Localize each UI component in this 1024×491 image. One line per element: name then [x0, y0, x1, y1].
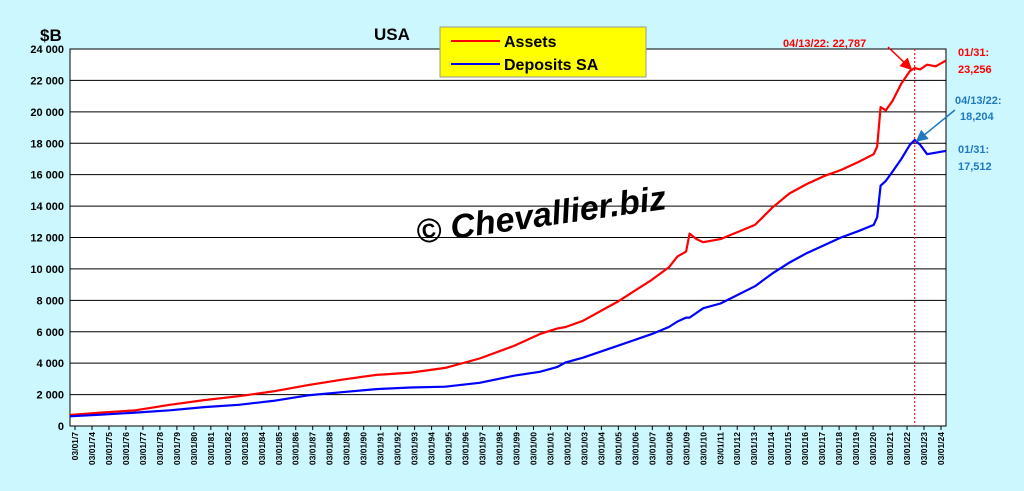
x-tick-label: 03/01/07 — [647, 432, 657, 465]
x-tick-label: 03/01/92 — [393, 432, 403, 465]
x-tick-label: 03/01/22 — [902, 432, 912, 465]
x-tick-label: 03/01/96 — [461, 432, 471, 465]
annotation-deposits-last-value: 17,512 — [958, 161, 992, 173]
series-line-deposits — [69, 138, 946, 418]
annotation-arrow-assets — [887, 46, 913, 71]
legend-box — [439, 26, 647, 78]
x-tick-label: 03/01/86 — [291, 432, 301, 465]
x-tick-label: 03/01/01 — [545, 432, 555, 465]
x-tick-label: 03/01/12 — [732, 432, 742, 465]
x-tick-label: 03/01/85 — [274, 432, 284, 465]
y-tick-label: 4 000 — [36, 358, 64, 370]
y-tick-label: 10 000 — [30, 264, 64, 276]
y-tick-label: 0 — [58, 421, 64, 433]
x-tick-label: 03/01/75 — [104, 432, 114, 465]
annotation-arrow-deposits — [915, 109, 956, 142]
x-tick-label: 03/01/93 — [410, 432, 420, 465]
annotation-deposits-peak-value: 18,204 — [960, 111, 995, 123]
x-tick-label: 03/01/91 — [376, 432, 386, 465]
x-tick-label: 03/01/19 — [851, 432, 861, 465]
y-tick-label: 20 000 — [30, 107, 64, 119]
x-tick-label: 03/01/83 — [240, 432, 250, 465]
x-tick-label: 03/01/05 — [613, 432, 623, 465]
y-tick-label: 6 000 — [36, 327, 64, 339]
annotations: 04/13/22: 22,787 01/31: 23,256 04/13/22:… — [783, 38, 1001, 173]
x-tick-label: 03/01/23 — [919, 432, 929, 465]
y-tick-label: 16 000 — [30, 170, 64, 182]
x-tick-label: 03/01/84 — [257, 432, 267, 465]
y-axis: 0 2 000 4 000 6 000 8 000 10 000 12 000 14 000 1… — [30, 44, 64, 433]
legend: Assets Deposits SA — [439, 26, 647, 78]
x-tick-label: 03/01/18 — [834, 432, 844, 465]
x-tick-label: 03/01/20 — [868, 432, 878, 465]
x-tick-label: 03/01/7 — [70, 432, 80, 461]
x-tick-label: 03/01/15 — [783, 432, 793, 465]
y-tick-label: 8 000 — [36, 295, 64, 307]
y-tick-label: 14 000 — [30, 201, 64, 213]
x-tick-label: 03/01/02 — [562, 432, 572, 465]
x-tick-label: 03/01/80 — [189, 432, 199, 465]
x-tick-label: 03/01/74 — [87, 432, 97, 465]
x-tick-label: 03/01/97 — [478, 432, 488, 465]
x-tick-label: 03/01/81 — [206, 432, 216, 465]
x-tick-label: 03/01/09 — [681, 432, 691, 465]
x-tick-label: 03/01/04 — [596, 432, 606, 465]
x-tick-label: 03/01/98 — [495, 432, 505, 465]
x-tick-label: 03/01/17 — [817, 432, 827, 465]
x-tick-label: 03/01/76 — [121, 432, 131, 465]
x-axis: 03/01/7 03/01/74 03/01/75 03/01/76 03/01/77 0… — [70, 426, 946, 465]
x-tick-label: 03/01/11 — [715, 432, 725, 465]
annotation-deposits-peak-date: 04/13/22: — [955, 95, 1001, 107]
x-tick-label: 03/01/79 — [172, 432, 182, 465]
annotation-deposits-last-date: 01/31: — [958, 144, 989, 156]
x-tick-label: 03/01/06 — [630, 432, 640, 465]
y-tick-label: 2 000 — [36, 390, 64, 402]
x-tick-label: 03/01/90 — [359, 432, 369, 465]
x-tick-label: 03/01/10 — [698, 432, 708, 465]
legend-label-deposits: Deposits SA — [504, 57, 599, 74]
x-tick-label: 03/01/21 — [885, 432, 895, 465]
chart-title: USA — [374, 25, 410, 44]
x-tick-label: 03/01/95 — [444, 432, 454, 465]
x-tick-label: 03/01/24 — [936, 432, 946, 465]
gridlines — [70, 48, 946, 396]
y-axis-label: $B — [40, 26, 62, 45]
annotation-assets-peak: 04/13/22: 22,787 — [783, 38, 866, 50]
x-tick-label: 03/01/08 — [664, 432, 674, 465]
y-tick-label: 22 000 — [30, 75, 64, 87]
annotation-assets-last-value: 23,256 — [958, 64, 992, 76]
y-tick-label: 24 000 — [30, 44, 64, 56]
series-group — [69, 59, 947, 418]
x-tick-label: 03/01/87 — [308, 432, 318, 465]
x-tick-label: 03/01/94 — [427, 432, 437, 465]
x-tick-label: 03/01/99 — [511, 432, 521, 465]
x-tick-label: 03/01/82 — [223, 432, 233, 465]
x-tick-label: 03/01/13 — [749, 432, 759, 465]
x-tick-label: 03/01/16 — [800, 432, 810, 465]
y-tick-label: 18 000 — [30, 138, 64, 150]
annotation-assets-last-date: 01/31: — [958, 47, 989, 59]
legend-label-assets: Assets — [504, 34, 557, 51]
series-line-assets — [69, 59, 947, 417]
x-tick-label: 03/01/78 — [155, 432, 165, 465]
x-tick-label: 03/01/14 — [766, 432, 776, 465]
x-tick-label: 03/01/00 — [528, 432, 538, 465]
x-tick-label: 03/01/03 — [579, 432, 589, 465]
x-tick-label: 03/01/88 — [325, 432, 335, 465]
y-tick-label: 12 000 — [30, 233, 64, 245]
x-tick-label: 03/01/77 — [138, 432, 148, 465]
x-tick-label: 03/01/89 — [342, 432, 352, 465]
